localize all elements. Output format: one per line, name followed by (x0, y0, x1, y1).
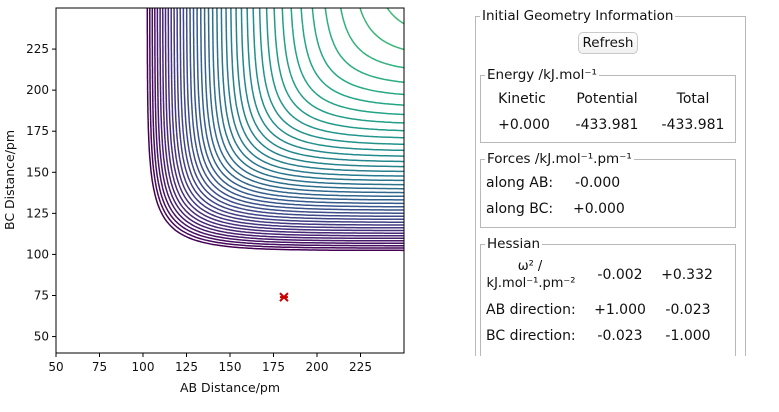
contour-level (339, 8, 404, 69)
forces-title: Forces /kJ.mol⁻¹.pm⁻¹ (485, 151, 634, 167)
contour-level (179, 8, 404, 221)
contour-level (220, 8, 404, 182)
x-tick-label: 75 (92, 360, 107, 374)
contour-level (185, 8, 404, 214)
contour-level (252, 8, 404, 152)
current-position-marker (279, 292, 289, 302)
x-tick-label: 50 (48, 360, 63, 374)
contour-level (196, 8, 404, 205)
hessian-group: Hessian (480, 236, 736, 356)
initial-geometry-panel: Initial Geometry Information (475, 8, 746, 356)
contour-level (159, 8, 404, 240)
bc-direction-value-1: -0.023 (597, 328, 643, 344)
bc-direction-label: BC direction: (486, 328, 576, 344)
contour-level (246, 8, 404, 157)
contour-level (203, 8, 404, 198)
contour-level (258, 8, 404, 146)
contour-level (225, 8, 404, 177)
contour-level (311, 8, 404, 96)
contour-level (192, 8, 404, 208)
contour-level (176, 8, 404, 223)
contour-plot-svg: 50 75 100 125 150 175 200 225 50 75 100 125 150 175 2… (2, 7, 405, 395)
contour-level (161, 8, 404, 237)
contour-level (290, 8, 404, 116)
contour-level (216, 8, 404, 186)
contour-level (146, 8, 404, 252)
contour-level (173, 8, 404, 226)
contour-level (235, 8, 404, 168)
y-tick-label: 150 (26, 165, 49, 179)
force-bc-value: +0.000 (573, 201, 625, 217)
contour-level (386, 8, 404, 25)
omega-label-line2: kJ.mol⁻¹.pm⁻² (486, 276, 576, 291)
kinetic-header: Kinetic (498, 91, 546, 107)
contour-level (151, 8, 404, 247)
contour-level (359, 8, 404, 51)
contour-level (230, 8, 404, 173)
x-tick-label: 225 (349, 360, 372, 374)
omega-value-2: +0.332 (661, 267, 713, 283)
contour-level (149, 8, 404, 249)
energy-title: Energy /kJ.mol⁻¹ (485, 67, 599, 83)
x-axis-ticks: 50 75 100 125 150 175 200 225 (48, 353, 372, 374)
y-axis-ticks: 50 75 100 125 150 175 200 225 (26, 42, 56, 344)
total-header: Total (676, 91, 710, 107)
y-tick-label: 225 (26, 42, 49, 56)
x-tick-label: 200 (306, 360, 329, 374)
forces-group: Forces /kJ.mol⁻¹.pm⁻¹ (480, 151, 736, 228)
y-tick-label: 100 (26, 247, 49, 261)
ab-direction-label: AB direction: (486, 302, 576, 318)
x-tick-label: 125 (175, 360, 198, 374)
contour-level (281, 8, 404, 124)
potential-header: Potential (576, 91, 638, 107)
omega-label-line1: ω² / (517, 259, 543, 274)
force-bc-label: along BC: (486, 201, 554, 217)
contour-level (240, 8, 404, 163)
contour-level (182, 8, 404, 218)
contour-lines (146, 8, 404, 252)
contour-level (273, 8, 404, 132)
contour-level (170, 8, 404, 229)
force-ab-label: along AB: (486, 175, 554, 191)
y-tick-label: 50 (34, 330, 49, 344)
bc-direction-value-2: -1.000 (665, 328, 711, 344)
contour-level (164, 8, 404, 234)
x-tick-label: 150 (219, 360, 242, 374)
initial-geometry-title: Initial Geometry Information (480, 8, 676, 24)
potential-value: -433.981 (575, 117, 639, 133)
contour-plot[interactable]: 50 75 100 125 150 175 200 225 50 75 100 125 150 175 2… (0, 0, 420, 412)
hessian-title: Hessian (485, 236, 543, 252)
contour-level (324, 8, 404, 84)
y-axis-label: BC Distance/pm (2, 130, 17, 230)
contour-level (199, 8, 404, 201)
contour-level (167, 8, 404, 232)
ab-direction-value-2: -0.023 (665, 302, 711, 318)
y-tick-label: 75 (34, 289, 49, 303)
marker-cross (279, 292, 289, 302)
contour-level (189, 8, 404, 211)
force-ab-value: -0.000 (575, 175, 621, 191)
y-tick-label: 175 (26, 124, 49, 138)
omega-value-1: -0.002 (597, 267, 643, 283)
contour-level (156, 8, 404, 242)
energy-group: Energy /kJ.mol⁻¹ (480, 67, 736, 143)
refresh-button[interactable]: Refresh (578, 32, 638, 54)
x-tick-label: 100 (132, 360, 155, 374)
contour-level (300, 8, 404, 106)
total-value: -433.981 (661, 117, 725, 133)
y-tick-label: 125 (26, 206, 49, 220)
contour-level (211, 8, 404, 190)
y-tick-label: 200 (26, 83, 49, 97)
contour-level (154, 8, 404, 245)
contour-level (207, 8, 404, 194)
x-tick-label: 175 (262, 360, 285, 374)
kinetic-value: +0.000 (498, 117, 550, 133)
x-axis-label: AB Distance/pm (180, 380, 280, 395)
contour-level (265, 8, 404, 139)
ab-direction-value-1: +1.000 (594, 302, 646, 318)
